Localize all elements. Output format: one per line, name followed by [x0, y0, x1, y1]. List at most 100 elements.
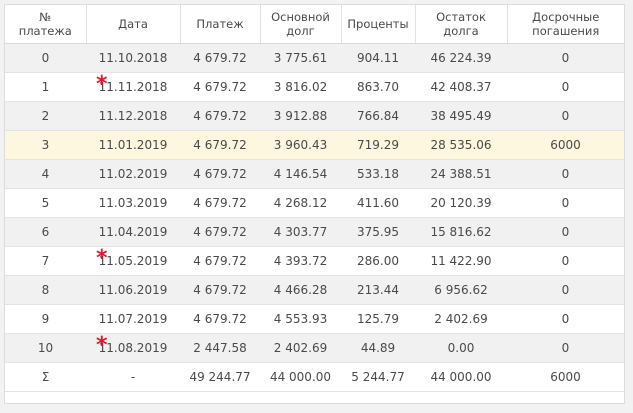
table-row: 5 11.03.2019 4 679.72 4 268.12 411.60 20 120.… [5, 188, 624, 218]
cell-date: 11.10.2018 [86, 43, 180, 73]
cell-principal: 4 146.54 [260, 159, 341, 189]
table-row: 2 11.12.2018 4 679.72 3 912.88 766.84 38 495.… [5, 101, 624, 131]
date-text: 11.06.2019 [98, 283, 168, 297]
table-row: 7 * 11.05.2019 4 679.72 4 393.72 286.00 11 422… [5, 246, 624, 276]
cell-num: 4 [5, 159, 86, 189]
table-body: 0 11.10.2018 4 679.72 3 775.61 904.11 46 224.… [5, 43, 624, 392]
cell-interest: 719.29 [341, 130, 415, 160]
cell-num: 10 [5, 333, 86, 363]
table-header-row: № платежа Дата Платеж Основной долг Процен… [5, 5, 624, 44]
date-text: 11.03.2019 [98, 196, 168, 210]
header-early-repayment: Досрочные погашения [506, 5, 624, 44]
date-text: 11.10.2018 [98, 51, 168, 65]
table-row: 1 * 11.11.2018 4 679.72 3 816.02 863.70 42 408… [5, 72, 624, 102]
cell-balance: 11 422.90 [415, 246, 507, 276]
cell-payment: 2 447.58 [180, 333, 260, 363]
cell-balance: 20 120.39 [415, 188, 507, 218]
cell-early: 0 [507, 246, 624, 276]
cell-date: 11.01.2019 [86, 130, 180, 160]
cell-early: 0 [507, 43, 624, 73]
cell-interest: 766.84 [341, 101, 415, 131]
cell-num: 1 [5, 72, 86, 102]
date-text: 11.12.2018 [98, 109, 168, 123]
cell-balance: 2 402.69 [415, 304, 507, 334]
cell-num: 9 [5, 304, 86, 334]
date-text: 11.02.2019 [98, 167, 168, 181]
payment-schedule-panel: № платежа Дата Платеж Основной долг Процен… [4, 4, 625, 404]
cell-payment: 4 679.72 [180, 275, 260, 305]
date-text: 11.11.2018 [98, 80, 168, 94]
cell-principal: 3 960.43 [260, 130, 341, 160]
table-row: 4 11.02.2019 4 679.72 4 146.54 533.18 24 388.… [5, 159, 624, 189]
cell-balance: 6 956.62 [415, 275, 507, 305]
date-text: 11.08.2019 [98, 341, 168, 355]
asterisk-marker-icon: * [96, 246, 108, 271]
cell-num: 2 [5, 101, 86, 131]
header-payment: Платеж [179, 5, 260, 44]
cell-num: 5 [5, 188, 86, 218]
cell-num: 8 [5, 275, 86, 305]
payment-schedule-table: № платежа Дата Платеж Основной долг Процен… [5, 5, 624, 392]
header-balance: Остаток долга [414, 5, 507, 44]
cell-balance: 0.00 [415, 333, 507, 363]
cell-date: * 11.08.2019 [86, 333, 180, 363]
cell-balance: 24 388.51 [415, 159, 507, 189]
cell-date: 11.06.2019 [86, 275, 180, 305]
cell-principal: 4 393.72 [260, 246, 341, 276]
cell-principal: 3 912.88 [260, 101, 341, 131]
cell-payment: 4 679.72 [180, 130, 260, 160]
cell-balance: 15 816.62 [415, 217, 507, 247]
cell-date: * 11.11.2018 [86, 72, 180, 102]
header-payment-number: № платежа [5, 5, 86, 44]
cell-early: 0 [507, 72, 624, 102]
cell-date: 11.02.2019 [86, 159, 180, 189]
total-early: 6000 [507, 362, 624, 392]
date-text: 11.05.2019 [98, 254, 168, 268]
total-balance: 44 000.00 [415, 362, 507, 392]
table-row: 9 11.07.2019 4 679.72 4 553.93 125.79 2 402.6… [5, 304, 624, 334]
cell-payment: 4 679.72 [180, 43, 260, 73]
total-principal: 44 000.00 [260, 362, 341, 392]
cell-date: 11.04.2019 [86, 217, 180, 247]
cell-interest: 125.79 [341, 304, 415, 334]
cell-payment: 4 679.72 [180, 159, 260, 189]
cell-early: 0 [507, 188, 624, 218]
table-total-row: Σ -49 244.77 44 000.00 5 244.77 44 000.00 600… [5, 362, 624, 392]
cell-balance: 28 535.06 [415, 130, 507, 160]
cell-early: 0 [507, 275, 624, 305]
date-text: 11.04.2019 [98, 225, 168, 239]
cell-early: 0 [507, 333, 624, 363]
cell-principal: 3 775.61 [260, 43, 341, 73]
cell-date: 11.12.2018 [86, 101, 180, 131]
cell-date: 11.03.2019 [86, 188, 180, 218]
cell-payment: 4 679.72 [180, 217, 260, 247]
cell-principal: 4 466.28 [260, 275, 341, 305]
cell-payment: 4 679.72 [180, 188, 260, 218]
table-row: 6 11.04.2019 4 679.72 4 303.77 375.95 15 816.… [5, 217, 624, 247]
cell-payment: 4 679.72 [180, 304, 260, 334]
cell-num: 3 [5, 130, 86, 160]
cell-date: * 11.05.2019 [86, 246, 180, 276]
date-text: 11.01.2019 [98, 138, 168, 152]
cell-interest: 213.44 [341, 275, 415, 305]
cell-date: 11.07.2019 [86, 304, 180, 334]
header-date: Дата [85, 5, 180, 44]
cell-principal: 4 268.12 [260, 188, 341, 218]
cell-early: 6000 [507, 130, 624, 160]
table-row: 8 11.06.2019 4 679.72 4 466.28 213.44 6 956.6… [5, 275, 624, 305]
cell-interest: 375.95 [341, 217, 415, 247]
asterisk-marker-icon: * [96, 72, 108, 97]
cell-num: 0 [5, 43, 86, 73]
cell-interest: 44.89 [341, 333, 415, 363]
cell-interest: 863.70 [341, 72, 415, 102]
cell-principal: 4 303.77 [260, 217, 341, 247]
total-date: - [86, 362, 180, 392]
cell-payment: 4 679.72 [180, 101, 260, 131]
cell-balance: 38 495.49 [415, 101, 507, 131]
asterisk-marker-icon: * [96, 333, 108, 358]
cell-early: 0 [507, 217, 624, 247]
cell-interest: 904.11 [341, 43, 415, 73]
cell-balance: 42 408.37 [415, 72, 507, 102]
total-payment: 49 244.77 [180, 362, 260, 392]
cell-interest: 286.00 [341, 246, 415, 276]
